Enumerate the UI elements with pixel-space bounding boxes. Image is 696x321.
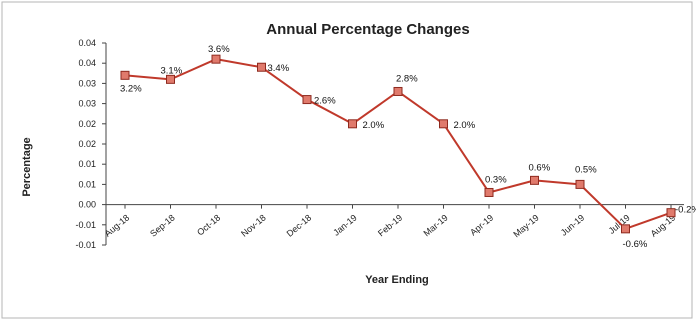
data-point-marker [575, 179, 585, 189]
data-point-marker [348, 119, 357, 129]
y-tick-label: 0.03 [78, 99, 96, 109]
data-point-marker [666, 208, 676, 218]
data-label: 2.6% [314, 96, 336, 107]
data-label: -0.2% [675, 205, 696, 216]
data-point-marker [393, 86, 403, 96]
data-label: 3.2% [120, 83, 142, 94]
data-label: -0.6% [623, 239, 648, 250]
data-point-marker [257, 62, 266, 72]
y-tick-label: 0.02 [78, 119, 96, 129]
data-label: 3.1% [161, 65, 183, 76]
y-tick-label: 0.04 [78, 58, 96, 68]
data-label: 2.0% [363, 120, 385, 131]
y-tick-label: 0.02 [78, 139, 96, 149]
data-point-marker [621, 224, 630, 234]
data-point-marker [484, 187, 494, 197]
data-label: 2.8% [396, 73, 418, 84]
data-label: 0.3% [485, 174, 507, 185]
x-axis-title: Year Ending [365, 274, 429, 286]
y-tick-label: 0.03 [78, 78, 96, 88]
y-axis: 0.04 0.04 0.03 0.03 0.02 0.02 0.01 0.01 0.00 -0.0… [75, 38, 107, 250]
data-point-marker [302, 95, 312, 105]
data-label: 3.6% [208, 44, 230, 55]
y-axis-title: Percentage [21, 137, 33, 196]
data-point-marker [211, 54, 221, 64]
y-tick-label: 0.01 [78, 159, 96, 169]
series-layer: 3.2% 3.1% 3.6% 3.4% 2.6% 2.0% 2.8% 2.0% 0.3% 0.6%… [120, 44, 696, 250]
data-point-marker [166, 74, 175, 84]
data-label: 0.6% [529, 162, 551, 173]
y-tick-label: -0.01 [75, 240, 96, 250]
y-tick-label: 0.04 [78, 38, 96, 48]
y-tick-label: 0.01 [78, 179, 96, 189]
data-point-marker [530, 175, 539, 185]
y-tick-label: -0.01 [75, 220, 96, 230]
data-point-marker [439, 119, 448, 129]
data-label: 2.0% [454, 120, 476, 131]
data-label: 3.4% [268, 63, 290, 74]
y-tick-label: 0.00 [78, 200, 96, 210]
data-point-marker [120, 70, 130, 80]
chart-title: Annual Percentage Changes [266, 21, 469, 38]
data-label: 0.5% [575, 164, 597, 175]
